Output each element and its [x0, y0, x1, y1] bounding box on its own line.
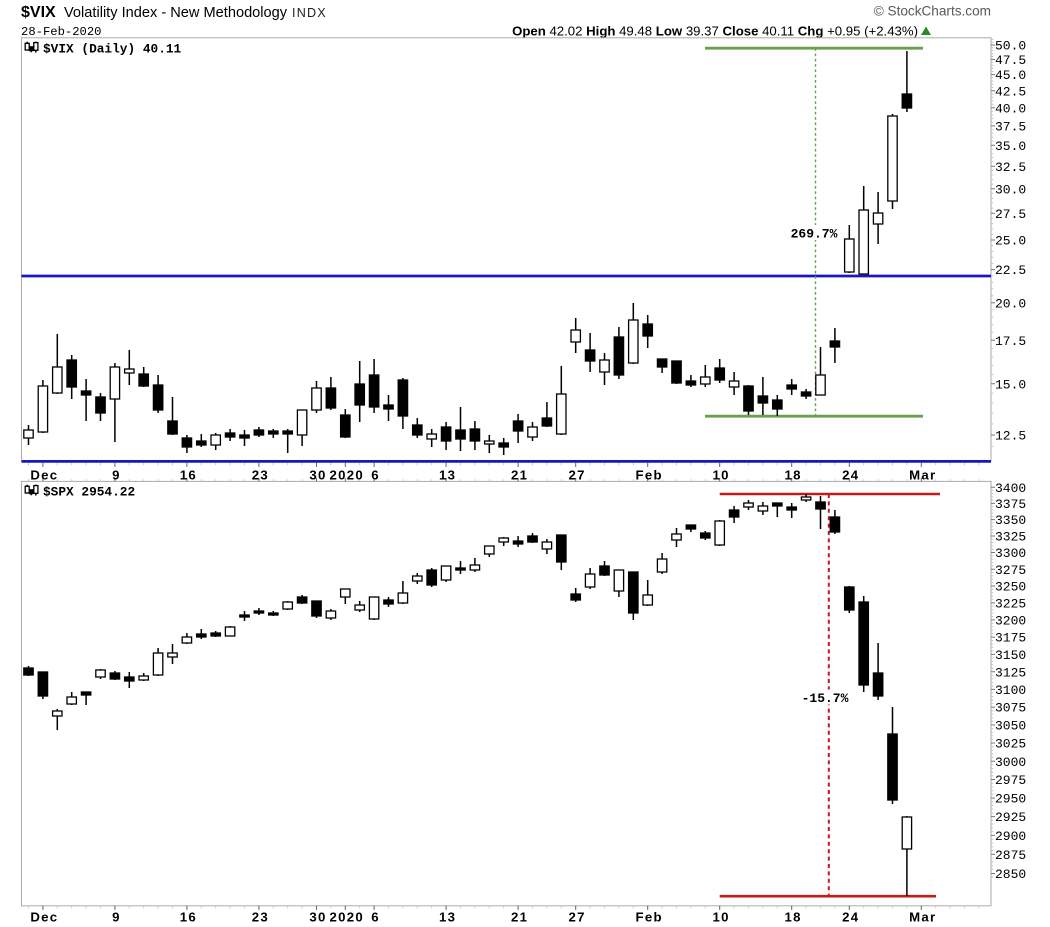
svg-text:Volatility Index - New Methodo: Volatility Index - New Methodology [64, 5, 288, 21]
svg-text:22.5: 22.5 [995, 263, 1026, 278]
svg-text:3400: 3400 [995, 481, 1026, 496]
svg-text:3250: 3250 [995, 580, 1026, 595]
svg-text:9: 9 [112, 467, 121, 482]
svg-text:10: 10 [713, 909, 730, 924]
svg-text:3000: 3000 [995, 755, 1026, 770]
svg-text:Dec: Dec [30, 909, 58, 924]
svg-text:2975: 2975 [995, 773, 1026, 788]
svg-text:27: 27 [569, 909, 586, 924]
svg-text:30: 30 [309, 909, 326, 924]
svg-text:45.0: 45.0 [995, 68, 1026, 83]
svg-text:32.5: 32.5 [995, 160, 1026, 175]
svg-text:3150: 3150 [995, 648, 1026, 663]
svg-text:2950: 2950 [995, 792, 1026, 807]
svg-text:37.5: 37.5 [995, 120, 1026, 135]
svg-text:Mar: Mar [909, 467, 936, 482]
svg-text:Feb: Feb [636, 467, 663, 482]
svg-text:© StockCharts.com: © StockCharts.com [874, 4, 991, 19]
svg-text:17.5: 17.5 [995, 334, 1026, 349]
svg-text:3175: 3175 [995, 631, 1026, 646]
svg-text:$SPX 2954.22: $SPX 2954.22 [43, 484, 135, 499]
svg-text:-15.7%: -15.7% [802, 691, 849, 706]
svg-text:$VIX (Daily) 40.11: $VIX (Daily) 40.11 [43, 41, 182, 56]
svg-text:27: 27 [569, 467, 586, 482]
svg-text:Open 42.02 High 49.48 Low 39.3: Open 42.02 High 49.48 Low 39.37 Close 40… [512, 24, 918, 39]
svg-text:3100: 3100 [995, 683, 1026, 698]
svg-text:12.5: 12.5 [995, 429, 1026, 444]
svg-text:24: 24 [842, 467, 859, 482]
svg-text:3200: 3200 [995, 614, 1026, 629]
svg-text:3375: 3375 [995, 497, 1026, 512]
svg-text:6: 6 [371, 467, 380, 482]
svg-text:2900: 2900 [995, 829, 1026, 844]
svg-text:3350: 3350 [995, 513, 1026, 528]
svg-text:16: 16 [180, 909, 197, 924]
svg-text:13: 13 [439, 909, 456, 924]
svg-text:35.0: 35.0 [995, 139, 1026, 154]
svg-text:3025: 3025 [995, 737, 1026, 752]
svg-text:23: 23 [252, 909, 269, 924]
svg-text:25.0: 25.0 [995, 234, 1026, 249]
svg-text:47.5: 47.5 [995, 53, 1026, 68]
svg-text:3050: 3050 [995, 719, 1026, 734]
svg-text:3075: 3075 [995, 701, 1026, 716]
svg-text:21: 21 [511, 909, 528, 924]
svg-text:27.5: 27.5 [995, 207, 1026, 222]
svg-text:10: 10 [713, 467, 730, 482]
svg-text:30.0: 30.0 [995, 182, 1026, 197]
svg-text:3325: 3325 [995, 530, 1026, 545]
svg-text:2875: 2875 [995, 848, 1026, 863]
svg-text:30: 30 [309, 467, 326, 482]
svg-text:3225: 3225 [995, 597, 1026, 612]
svg-text:2020: 2020 [330, 909, 365, 924]
svg-text:Dec: Dec [30, 467, 58, 482]
svg-text:2850: 2850 [995, 867, 1026, 882]
svg-text:3125: 3125 [995, 665, 1026, 680]
svg-text:Mar: Mar [909, 909, 936, 924]
svg-text:28-Feb-2020: 28-Feb-2020 [21, 25, 101, 39]
svg-text:Feb: Feb [636, 909, 663, 924]
svg-text:23: 23 [252, 467, 269, 482]
svg-text:21: 21 [511, 467, 528, 482]
svg-text:13: 13 [439, 467, 456, 482]
svg-text:18: 18 [785, 909, 802, 924]
svg-text:18: 18 [785, 467, 802, 482]
svg-text:2925: 2925 [995, 810, 1026, 825]
svg-text:INDX: INDX [292, 6, 327, 20]
svg-text:15.0: 15.0 [995, 377, 1026, 392]
svg-text:6: 6 [371, 909, 380, 924]
svg-text:50.0: 50.0 [995, 39, 1026, 54]
svg-text:3300: 3300 [995, 546, 1026, 561]
svg-text:24: 24 [842, 909, 859, 924]
svg-text:42.5: 42.5 [995, 84, 1026, 99]
svg-text:20.0: 20.0 [995, 296, 1026, 311]
svg-text:16: 16 [180, 467, 197, 482]
svg-text:269.7%: 269.7% [791, 226, 838, 241]
svg-text:40.0: 40.0 [995, 101, 1026, 116]
svg-text:2020: 2020 [330, 467, 365, 482]
svg-text:9: 9 [112, 909, 121, 924]
svg-text:3275: 3275 [995, 563, 1026, 578]
svg-text:$VIX: $VIX [21, 4, 56, 21]
